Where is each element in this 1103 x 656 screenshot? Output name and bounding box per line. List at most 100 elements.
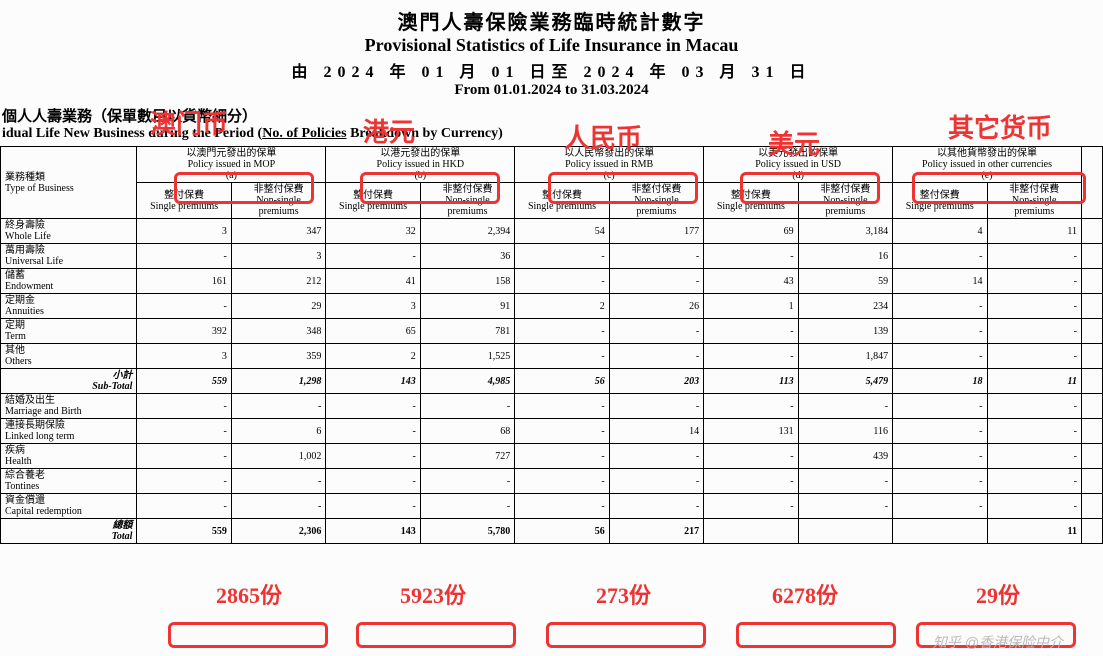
cell: 43 <box>704 269 798 294</box>
cell: 212 <box>231 269 325 294</box>
cell: 4,985 <box>420 369 514 394</box>
cell: - <box>798 394 892 419</box>
cell: - <box>893 344 987 369</box>
cell: - <box>609 344 703 369</box>
cell: - <box>893 419 987 444</box>
table-row: 資金償還Capital redemption---------- <box>1 494 1103 519</box>
cell: - <box>609 244 703 269</box>
cell: - <box>987 294 1081 319</box>
annotation-box <box>168 622 328 648</box>
annotation-count: 6278份 <box>772 578 838 610</box>
cell: 3,184 <box>798 219 892 244</box>
cell: - <box>231 494 325 519</box>
cell: - <box>609 269 703 294</box>
cell: - <box>137 444 231 469</box>
cell: 139 <box>798 319 892 344</box>
cell: 3 <box>326 294 420 319</box>
cell: - <box>987 394 1081 419</box>
cell: 18 <box>893 369 987 394</box>
cell: - <box>137 469 231 494</box>
cell: - <box>326 419 420 444</box>
title-block: 澳門人壽保險業務臨時統計數字 Provisional Statistics of… <box>0 0 1103 99</box>
cell: 359 <box>231 344 325 369</box>
cell: - <box>704 394 798 419</box>
table-row: 終身壽險Whole Life3347322,39454177693,184411 <box>1 219 1103 244</box>
cell: 161 <box>137 269 231 294</box>
cell: 116 <box>798 419 892 444</box>
row-label: 結婚及出生Marriage and Birth <box>1 394 137 419</box>
cell: - <box>704 494 798 519</box>
table-row: 定期金Annuities-293912261234-- <box>1 294 1103 319</box>
cell: 4 <box>893 219 987 244</box>
cell: 113 <box>704 369 798 394</box>
cell: 203 <box>609 369 703 394</box>
annotation-box <box>736 622 896 648</box>
cell: 131 <box>704 419 798 444</box>
cell: - <box>798 494 892 519</box>
cell: - <box>515 469 609 494</box>
cell: - <box>893 244 987 269</box>
cell: 1,298 <box>231 369 325 394</box>
cell: - <box>704 244 798 269</box>
cell: - <box>515 444 609 469</box>
table-row: 結婚及出生Marriage and Birth---------- <box>1 394 1103 419</box>
cell: 1,002 <box>231 444 325 469</box>
grp-rmb: 以人民幣發出的保單Policy issued in RMB(c) <box>515 147 704 183</box>
cell: - <box>609 469 703 494</box>
period-cn: 由 2024 年 01 月 01 日至 2024 年 03 月 31 日 <box>0 58 1103 82</box>
cell: 439 <box>798 444 892 469</box>
cell: 68 <box>420 419 514 444</box>
table-row: 連接長期保險Linked long term-6-68-14131116-- <box>1 419 1103 444</box>
cell: - <box>231 469 325 494</box>
table-row: 總額Total5592,3061435,7805621711 <box>1 519 1103 544</box>
cell: - <box>326 394 420 419</box>
cell: - <box>893 494 987 519</box>
row-label: 終身壽險Whole Life <box>1 219 137 244</box>
subhead-np: 非整付保費Non-single premiums <box>420 183 514 219</box>
cell: - <box>137 394 231 419</box>
cell: 158 <box>420 269 514 294</box>
cell: 11 <box>987 519 1081 544</box>
cell: 348 <box>231 319 325 344</box>
cell: - <box>137 494 231 519</box>
watermark: 知乎 @香港保险中介 <box>933 632 1063 652</box>
annotation-count: 5923份 <box>400 578 466 610</box>
cell: 91 <box>420 294 514 319</box>
cell: - <box>893 394 987 419</box>
cell: 65 <box>326 319 420 344</box>
row-label: 小計Sub-Total <box>1 369 137 394</box>
cell: - <box>326 244 420 269</box>
table-row: 定期Term39234865781---139-- <box>1 319 1103 344</box>
cell: - <box>137 419 231 444</box>
cell: 11 <box>987 369 1081 394</box>
grp-mop: 以澳門元發出的保單Policy issued in MOP(a) <box>137 147 326 183</box>
subhead-sp: 整付保費Single premiums <box>515 183 609 219</box>
row-label: 資金償還Capital redemption <box>1 494 137 519</box>
row-label: 萬用壽險Universal Life <box>1 244 137 269</box>
cell: 59 <box>798 269 892 294</box>
cell: 177 <box>609 219 703 244</box>
data-table: 業務種類 Type of Business 以澳門元發出的保單Policy is… <box>0 146 1103 544</box>
table-row: 儲蓄Endowment16121241158--435914- <box>1 269 1103 294</box>
cell: - <box>515 344 609 369</box>
cell: - <box>704 344 798 369</box>
cell: 11 <box>987 219 1081 244</box>
period-en: From 01.01.2024 to 31.03.2024 <box>0 82 1103 99</box>
row-label: 儲蓄Endowment <box>1 269 137 294</box>
subhead-sp: 整付保費Single premiums <box>704 183 798 219</box>
cell: 727 <box>420 444 514 469</box>
cell: - <box>609 394 703 419</box>
cell: 559 <box>137 369 231 394</box>
grp-extra <box>1081 147 1102 219</box>
table-head: 業務種類 Type of Business 以澳門元發出的保單Policy is… <box>1 147 1103 219</box>
cell: - <box>987 344 1081 369</box>
cell: - <box>798 469 892 494</box>
cell: 347 <box>231 219 325 244</box>
subhead-np: 非整付保費Non-single premiums <box>798 183 892 219</box>
table-row: 小計Sub-Total5591,2981434,985562031135,479… <box>1 369 1103 394</box>
cell: 36 <box>420 244 514 269</box>
cell: - <box>987 444 1081 469</box>
grp-oth: 以其他貨幣發出的保單Policy issued in other currenc… <box>893 147 1082 183</box>
subhead-np: 非整付保費Non-single premiums <box>609 183 703 219</box>
cell: - <box>326 469 420 494</box>
